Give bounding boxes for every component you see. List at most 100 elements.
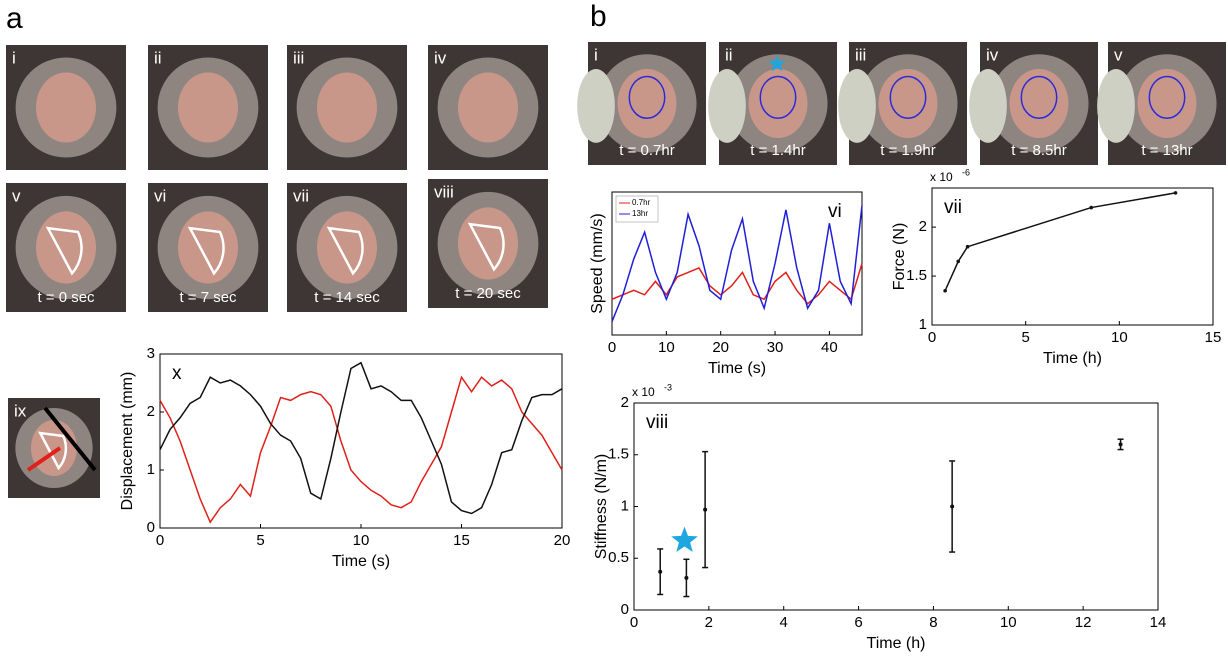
- x-tick-label: 15: [1205, 329, 1222, 346]
- x-axis-label: Time (s): [332, 553, 390, 570]
- photo-caption: t = 14 sec: [314, 289, 380, 306]
- x-tick-label: 8: [929, 614, 937, 631]
- photo-tissue: [1009, 69, 1069, 138]
- x-tick-label: 12: [1075, 614, 1092, 631]
- chart-label: vi: [828, 201, 842, 222]
- series-line: [611, 263, 863, 305]
- x-tick-label: 14: [1150, 614, 1167, 631]
- y-tick-label: 1.5: [608, 446, 629, 463]
- photo-label: vi: [154, 186, 166, 205]
- tracked-outline: [889, 75, 927, 120]
- arrow-red: [26, 446, 62, 472]
- y-tick-label: 0: [147, 519, 155, 536]
- chart-label: vii: [944, 197, 962, 218]
- series-line: [611, 205, 863, 322]
- photo-caption: t = 8.5hr: [1011, 142, 1066, 159]
- x-tick-label: 20: [554, 532, 571, 549]
- photo-post: [708, 69, 746, 143]
- x-tick-label: 0: [928, 329, 936, 346]
- photo-caption: t = 7 sec: [179, 289, 237, 306]
- tracked-outline: [628, 75, 666, 120]
- x-tick-label: 10: [1000, 614, 1017, 631]
- photo-label: iv: [986, 45, 999, 64]
- x-tick-label: 0: [156, 532, 164, 549]
- photo-label: viii: [434, 182, 454, 201]
- photo-label: ix: [14, 401, 27, 420]
- x-tick-label: 30: [767, 339, 784, 356]
- data-point: [658, 569, 663, 574]
- data-point: [956, 259, 961, 264]
- star-marker: [768, 55, 786, 72]
- y-tick-label: 0.5: [608, 549, 629, 566]
- photo-tissue: [36, 72, 96, 143]
- photo-tissue: [1137, 69, 1197, 138]
- chart-label: viii: [646, 412, 668, 433]
- x-tick-label: 40: [821, 339, 838, 356]
- y-axis-label: Speed (mm/s): [589, 213, 606, 313]
- data-point: [703, 507, 708, 512]
- y-tick-label: 2: [919, 218, 927, 235]
- chart-label: x: [172, 363, 182, 384]
- legend-label: 0.7hr: [632, 198, 651, 207]
- data-point: [684, 575, 689, 580]
- photo-label: i: [594, 45, 598, 64]
- y-axis-label: Displacement (mm): [119, 372, 136, 511]
- x-tick-label: 15: [453, 532, 470, 549]
- photo-post: [969, 69, 1007, 143]
- x-tick-label: 6: [854, 614, 862, 631]
- y-tick-label: 1: [147, 461, 155, 478]
- arrow-black: [43, 406, 97, 472]
- x-tick-label: 2: [705, 614, 713, 631]
- photo-label: ii: [154, 48, 162, 67]
- photo-tissue: [317, 211, 377, 284]
- x-tick-label: 0: [630, 614, 638, 631]
- tracked-outline: [1148, 75, 1186, 120]
- x-tick-label: 4: [780, 614, 788, 631]
- y-multiplier-exp: -3: [664, 382, 672, 392]
- panel-label: a: [6, 2, 23, 35]
- star-marker: [671, 526, 698, 552]
- y-multiplier-exp: -6: [962, 167, 970, 177]
- y-tick-label: 1: [919, 316, 927, 333]
- tracked-sector: [467, 222, 505, 272]
- photo-label: iii: [855, 45, 866, 64]
- tracked-sector: [37, 431, 68, 471]
- data-point: [1173, 191, 1178, 195]
- y-tick-label: 3: [147, 345, 155, 362]
- photo-tissue: [36, 211, 96, 284]
- y-tick-label: 2: [621, 394, 629, 411]
- photo-caption: t = 0.7hr: [619, 142, 674, 159]
- legend-label: 13hr: [632, 209, 648, 218]
- series-line: [159, 375, 563, 524]
- tracked-outline: [1020, 75, 1058, 120]
- photo-tissue: [178, 211, 238, 284]
- photo-caption: t = 1.9hr: [880, 142, 935, 159]
- tracked-sector: [45, 226, 83, 276]
- photo-label: v: [1114, 45, 1123, 64]
- photo-post: [1097, 69, 1135, 143]
- photo-caption: t = 20 sec: [455, 285, 521, 302]
- panel-label: b: [590, 0, 607, 33]
- photo-caption: t = 1.4hr: [750, 142, 805, 159]
- x-tick-label: 10: [658, 339, 675, 356]
- data-point: [1089, 205, 1094, 210]
- plot-frame: [633, 402, 1159, 611]
- tracked-sector: [326, 226, 364, 276]
- series-line: [159, 361, 563, 515]
- y-tick-label: 2: [147, 403, 155, 420]
- photo-label: iii: [293, 48, 304, 67]
- photo-tissue: [31, 420, 77, 476]
- photo-label: iv: [434, 48, 447, 67]
- data-point: [943, 288, 947, 293]
- photo-tissue: [178, 72, 238, 143]
- y-multiplier: x 10: [930, 170, 953, 184]
- tracked-sector: [187, 226, 225, 276]
- legend-box: [615, 195, 659, 223]
- photo-post: [577, 69, 615, 143]
- x-axis-label: Time (h): [867, 635, 926, 652]
- tracked-outline: [759, 75, 797, 120]
- y-axis-label: Stiffness (N/m): [593, 454, 610, 560]
- photo-label: ii: [725, 45, 733, 64]
- y-tick-label: 1: [621, 497, 629, 514]
